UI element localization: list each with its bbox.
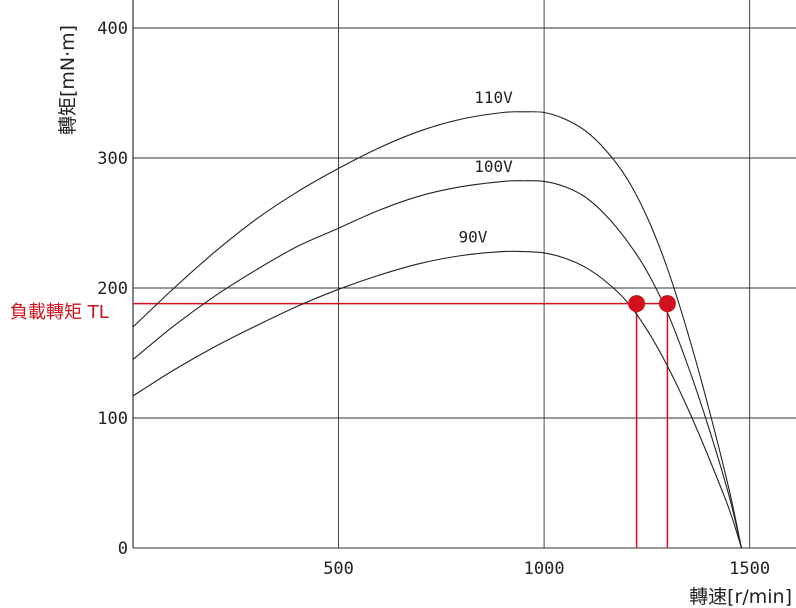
operating-point-100V	[658, 295, 676, 313]
y-tick-label: 300	[97, 149, 128, 169]
tick-labels: 0 100 200 300 400 500 1000 1500	[97, 19, 770, 579]
y-axis-title: 轉矩[mN·m]	[57, 25, 79, 135]
x-tick-label: 1000	[524, 559, 565, 579]
series-label-90V: 90V	[459, 228, 488, 247]
load-torque-layer	[133, 302, 669, 548]
y-tick-label: 400	[97, 19, 128, 39]
y-tick-label: 0	[118, 539, 128, 559]
series-layer: 110V 100V 90V	[132, 88, 742, 549]
x-tick-label: 500	[323, 559, 354, 579]
load-torque-label: 負載轉矩 TL	[10, 302, 109, 323]
series-line-100V	[132, 180, 742, 549]
intersection-points	[628, 295, 676, 313]
y-tick-label: 200	[97, 279, 128, 299]
x-axis-title: 轉速[r/min]	[689, 586, 792, 608]
series-label-110V: 110V	[474, 88, 513, 107]
series-line-110V	[132, 111, 742, 549]
series-label-100V: 100V	[474, 157, 513, 176]
series-line-90V	[132, 250, 742, 549]
grid-lines	[132, 0, 796, 549]
operating-point-90V	[628, 295, 646, 313]
y-tick-label: 100	[97, 409, 128, 429]
x-tick-label: 1500	[729, 559, 770, 579]
